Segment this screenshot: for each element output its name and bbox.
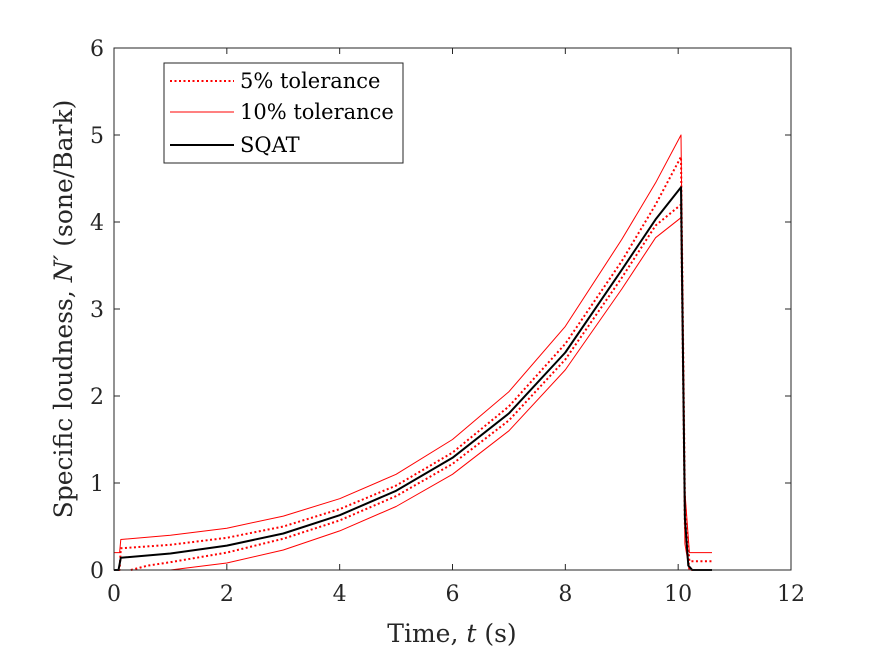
x-tick-label: 8 <box>558 582 572 607</box>
x-tick-label: 10 <box>664 582 692 607</box>
y-tick-label: 0 <box>90 559 104 584</box>
series-line-2-0 <box>114 186 712 571</box>
y-tick-label: 4 <box>90 211 104 236</box>
series-layer <box>114 134 712 571</box>
x-tick-label: 12 <box>777 582 805 607</box>
y-tick-label: 5 <box>90 124 104 149</box>
legend-box <box>163 62 404 164</box>
legend-label-sqat: SQAT <box>240 133 300 157</box>
y-tick-label: 6 <box>90 37 104 62</box>
legend-label-10pct: 10% tolerance <box>240 100 394 124</box>
y-axis-label: Specific loudness, N′ (sone/Bark) <box>49 100 78 519</box>
legend-label-5pct: 5% tolerance <box>240 69 381 93</box>
y-tick-label: 2 <box>90 385 104 410</box>
legend: 5% tolerance 10% tolerance SQAT <box>163 62 404 164</box>
y-tick-label: 1 <box>90 472 104 497</box>
x-axis-label: Time, t (s) <box>387 619 516 648</box>
y-tick-label: 3 <box>90 298 104 323</box>
x-tick-label: 2 <box>220 582 234 607</box>
x-tick-label: 4 <box>333 582 347 607</box>
x-tick-label: 6 <box>446 582 460 607</box>
x-tick-label: 0 <box>107 582 121 607</box>
